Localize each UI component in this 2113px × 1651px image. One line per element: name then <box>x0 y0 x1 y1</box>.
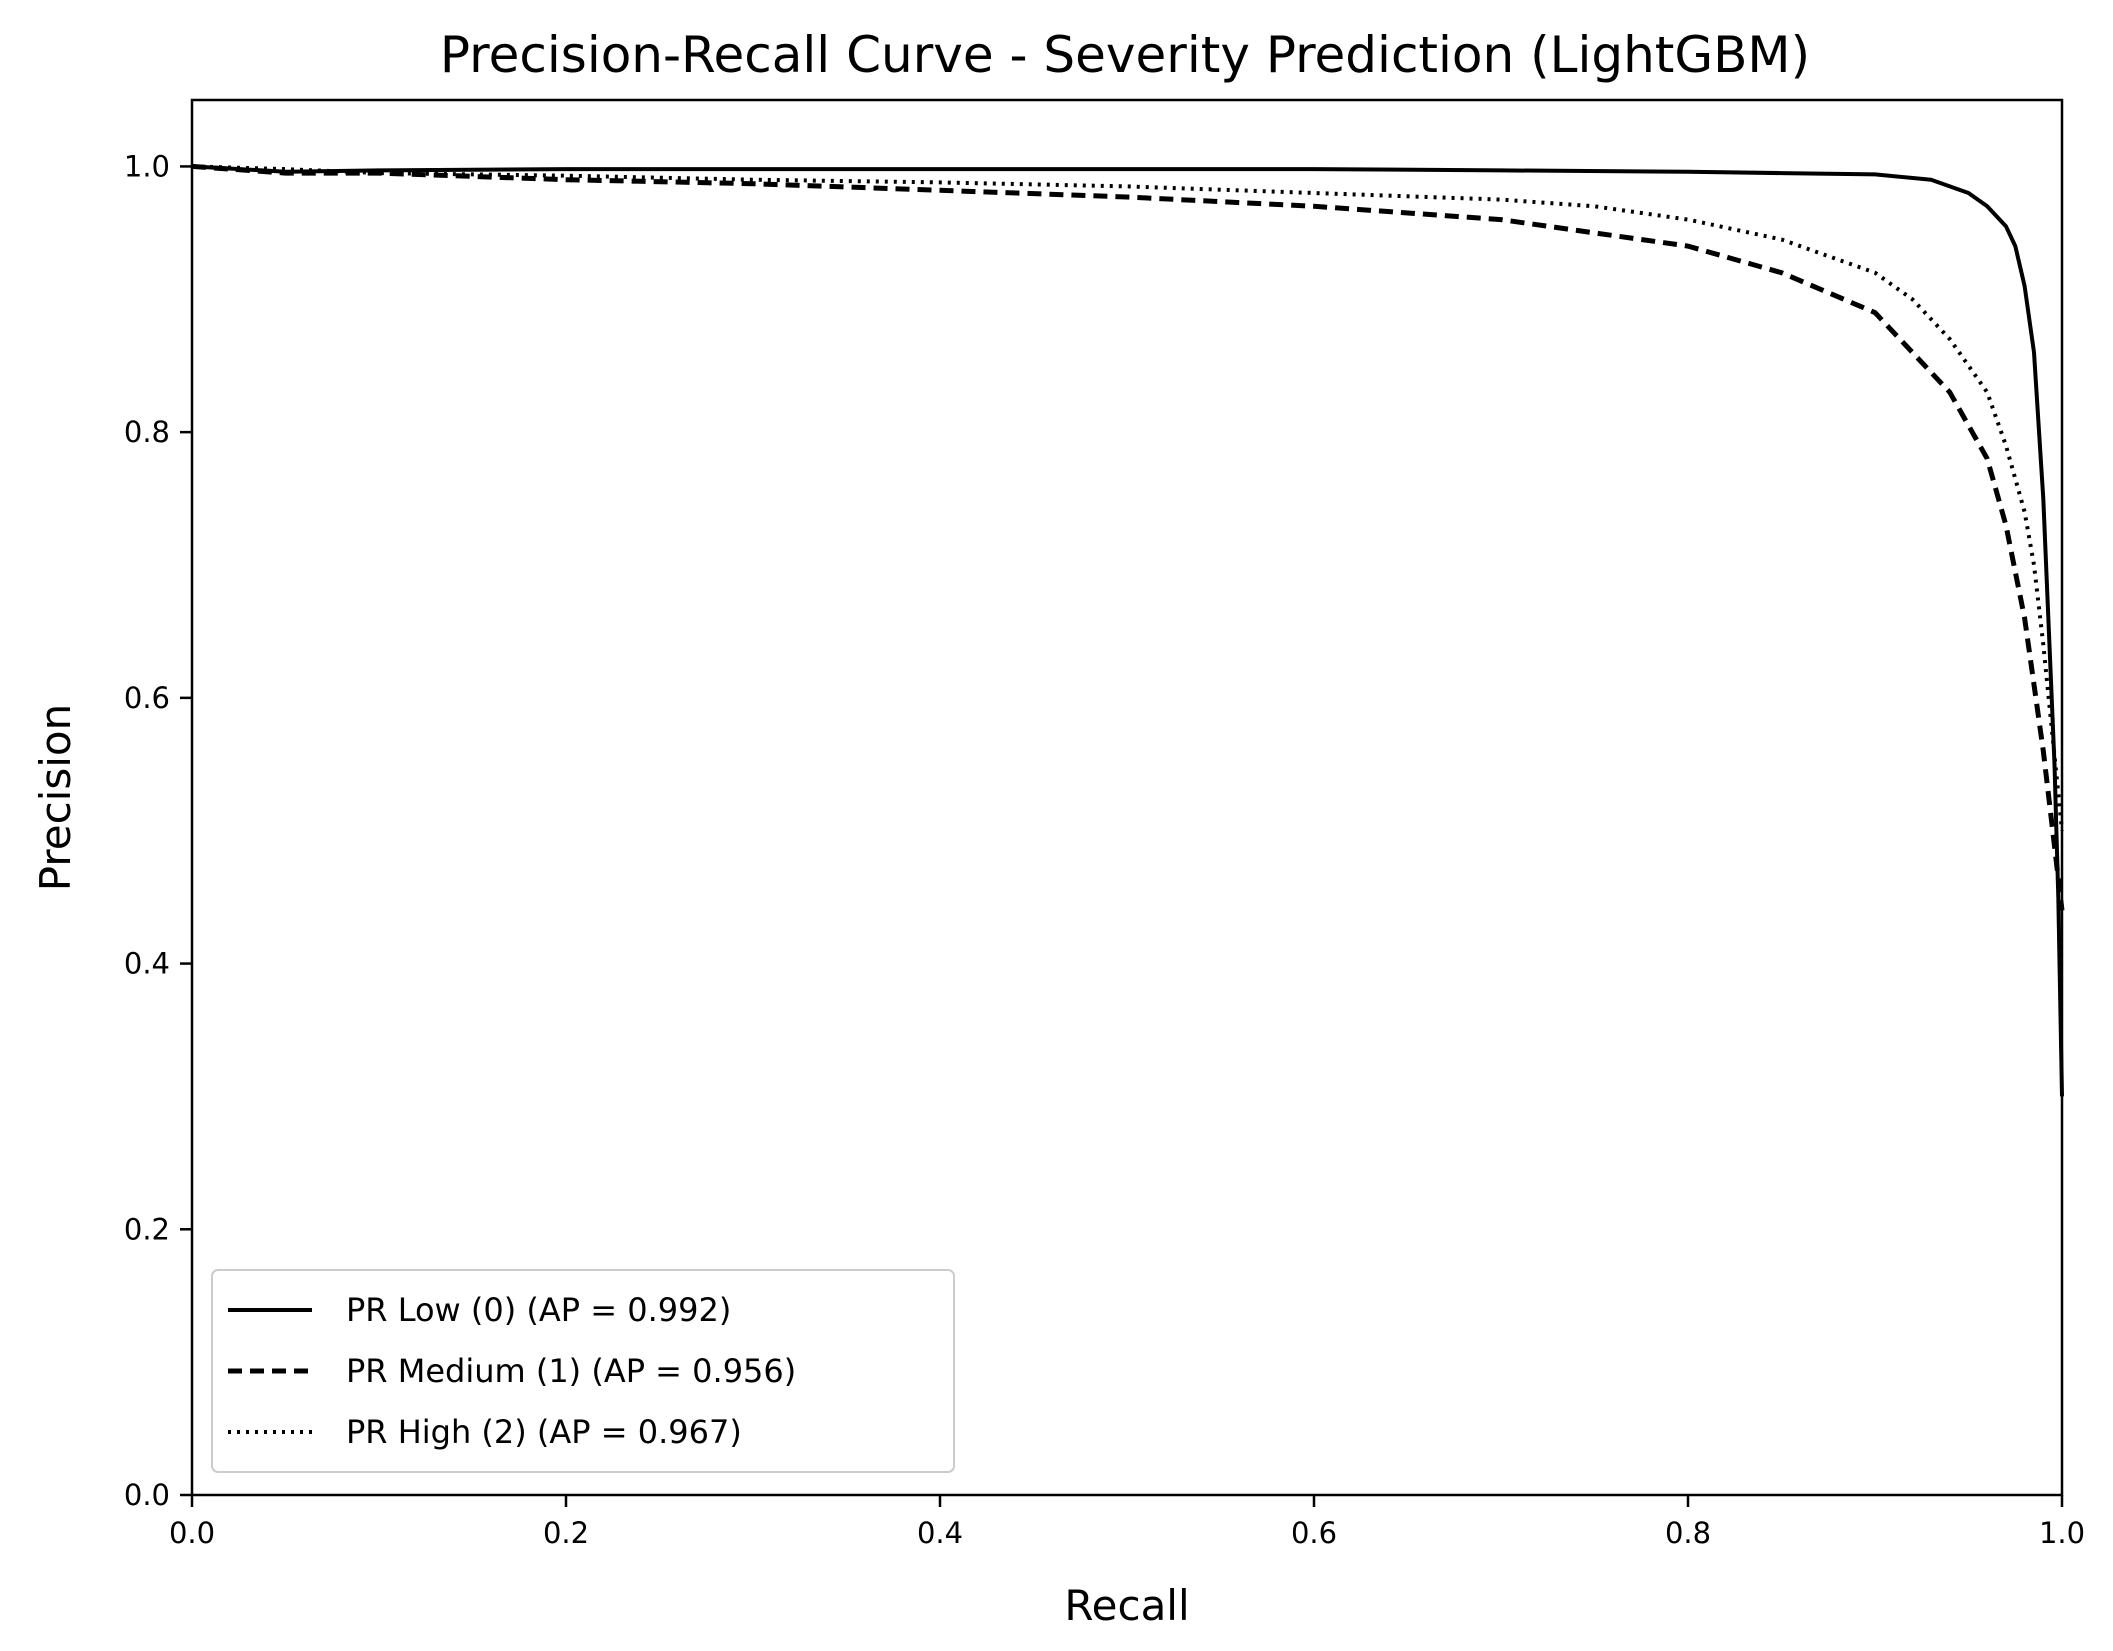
x-tick-label: 0.2 <box>543 1516 589 1550</box>
y-axis-label: Precision <box>31 704 80 891</box>
series-layer <box>191 163 2065 1097</box>
y-tick-label: 0.4 <box>124 947 170 981</box>
x-tick-label: 0.8 <box>1665 1516 1711 1550</box>
y-tick-label: 1.0 <box>124 149 170 183</box>
x-tick-label: 0.0 <box>169 1516 215 1550</box>
x-axis-ticks: 0.0 0.2 0.4 0.6 0.8 1.0 <box>169 1495 2085 1550</box>
legend-box <box>211 1269 955 1473</box>
y-tick-label: 0.6 <box>124 681 170 715</box>
chart-title: Precision-Recall Curve - Severity Predic… <box>440 26 1810 84</box>
x-tick-label: 0.4 <box>917 1516 963 1550</box>
x-tick-label: 1.0 <box>2039 1516 2085 1550</box>
plot-frame <box>190 98 2064 1497</box>
legend-entry-label: PR Medium (1) (AP = 0.956) <box>346 1352 796 1390</box>
legend-entry-label: PR Low (0) (AP = 0.992) <box>346 1291 731 1329</box>
series-line-dotted <box>191 164 2064 831</box>
series-line-solid <box>191 164 2064 1097</box>
series-line-dashed <box>191 163 2065 911</box>
y-axis-ticks: 0.0 0.2 0.4 0.6 0.8 1.0 <box>124 149 192 1512</box>
y-tick-label: 0.8 <box>124 415 170 449</box>
y-tick-label: 0.2 <box>124 1212 170 1246</box>
x-tick-label: 0.6 <box>1291 1516 1337 1550</box>
legend: PR Low (0) (AP = 0.992) PR Medium (1) (AP… <box>211 1269 955 1473</box>
x-axis-label: Recall <box>1064 1581 1189 1630</box>
legend-entry-label: PR High (2) (AP = 0.967) <box>346 1413 742 1451</box>
y-tick-label: 0.0 <box>124 1478 170 1512</box>
